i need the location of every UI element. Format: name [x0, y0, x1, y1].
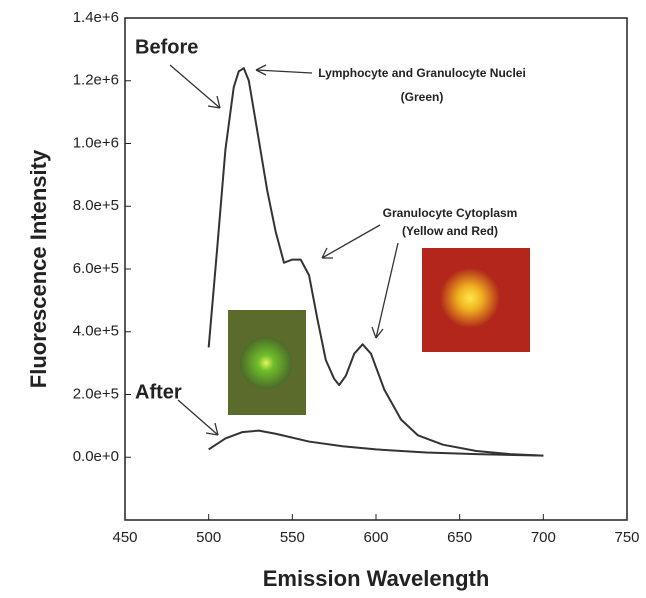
- arrows: [169, 64, 399, 436]
- y-tick-label: 1.4e+6: [73, 9, 119, 26]
- before-arrow: [169, 64, 221, 109]
- x-tick-label: 600: [363, 529, 388, 546]
- nuclei-arrow: [255, 64, 313, 76]
- y-tick-label: 1.0e+6: [73, 134, 119, 151]
- green-cell: [240, 337, 292, 389]
- y-tick-label: 2.0e+5: [73, 385, 119, 402]
- series-line: [208, 429, 544, 457]
- x-tick-label: 650: [447, 529, 472, 546]
- x-axis-label: Emission Wavelength: [263, 566, 490, 591]
- cyto-arrow-2: [371, 242, 399, 339]
- y-tick-label: 6.0e+5: [73, 260, 119, 277]
- y-axis-label: Fluorescence Intensity: [26, 149, 51, 388]
- x-tick-label: 500: [196, 529, 221, 546]
- annotation: (Yellow and Red): [402, 224, 498, 238]
- x-tick-label: 750: [614, 529, 639, 546]
- y-tick-label: 8.0e+5: [73, 197, 119, 214]
- series-label: Before: [135, 36, 198, 58]
- x-tick-label: 450: [112, 529, 137, 546]
- plot-frame: [124, 17, 628, 521]
- series-line: [207, 67, 544, 457]
- cyto-arrow-1: [321, 224, 381, 259]
- x-tick-label: 700: [531, 529, 556, 546]
- x-tick-label: 550: [280, 529, 305, 546]
- after-arrow: [177, 399, 219, 436]
- annotation: Lymphocyte and Granulocyte Nuclei: [318, 66, 526, 80]
- annotation: (Green): [401, 90, 444, 104]
- y-tick-label: 1.2e+6: [73, 72, 119, 89]
- annotation: Granulocyte Cytoplasm: [383, 206, 518, 220]
- series-label: After: [135, 381, 182, 403]
- y-tick-label: 0.0e+0: [73, 448, 119, 465]
- y-tick-label: 4.0e+5: [73, 323, 119, 340]
- yellow-cell: [440, 268, 500, 328]
